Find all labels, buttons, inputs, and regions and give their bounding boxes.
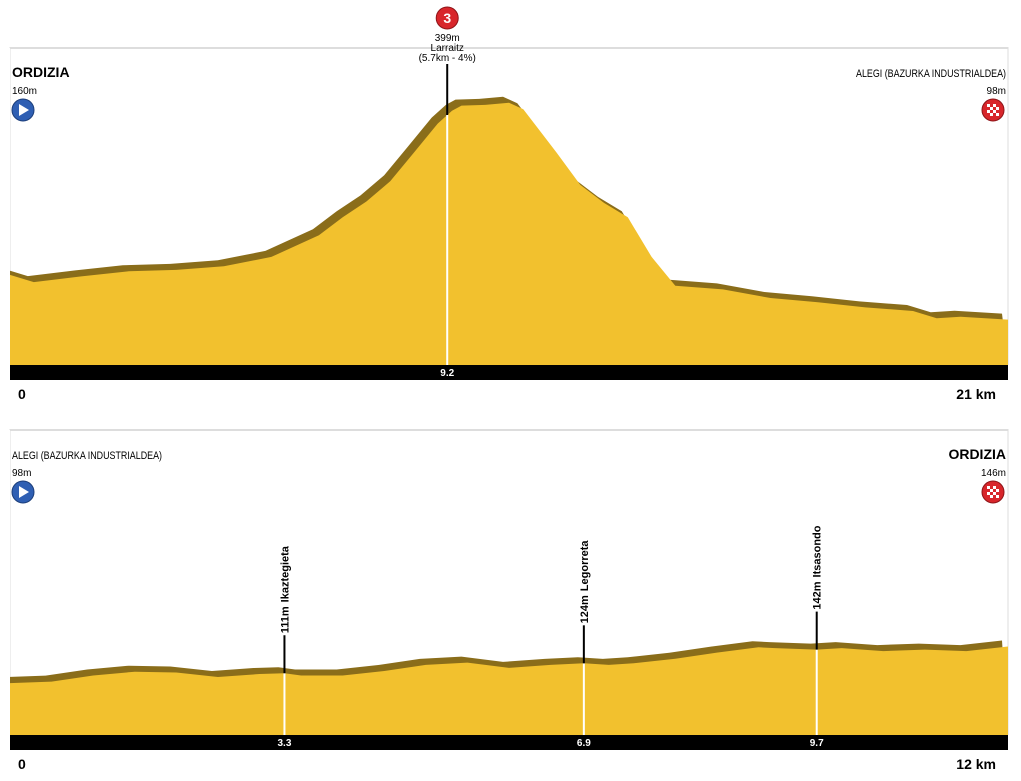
x-tick-label: 12 km — [956, 756, 996, 772]
finish-icon-check — [990, 489, 993, 492]
finish-icon-check — [993, 492, 996, 495]
finish-icon-check — [996, 495, 999, 498]
finish-icon-check — [987, 104, 990, 107]
finish-elevation: 98m — [987, 86, 1006, 97]
climb-name: Ikaztegieta — [279, 545, 291, 602]
distance-bar — [10, 365, 1008, 380]
finish-icon-check — [996, 489, 999, 492]
finish-icon-check — [990, 107, 993, 110]
start-elevation: 98m — [12, 468, 31, 479]
finish-icon-check — [987, 486, 990, 489]
start-name: ALEGI (BAZURKA INDUSTRIALDEA) — [12, 450, 162, 462]
climb-label: 142m Itsasondo — [812, 525, 824, 609]
climb-km: 3.3 — [277, 738, 291, 749]
finish-icon-check — [996, 107, 999, 110]
climb-km: 9.2 — [440, 368, 454, 379]
finish-elevation: 146m — [981, 468, 1006, 479]
finish-name: ALEGI (BAZURKA INDUSTRIALDEA) — [856, 68, 1006, 80]
finish-icon-check — [987, 110, 990, 113]
finish-icon-check — [993, 104, 996, 107]
profile-area — [10, 646, 1008, 735]
x-tick-label: 21 km — [956, 386, 996, 402]
left-mask — [0, 48, 10, 385]
climb-km: 6.9 — [577, 738, 591, 749]
climb-category: 3 — [443, 10, 451, 26]
start-icon-arrow — [19, 104, 29, 116]
finish-icon-check — [990, 113, 993, 116]
climb-label: 111m Ikaztegieta — [279, 545, 291, 633]
panel-frame — [9, 429, 1009, 438]
panel-frame — [9, 47, 1009, 56]
climb-elevation: 111m — [279, 606, 291, 633]
start-elevation: 160m — [12, 86, 37, 97]
climb-label: 124m Legorreta — [579, 540, 591, 624]
climb-km: 9.7 — [810, 738, 824, 749]
finish-icon-check — [990, 495, 993, 498]
climb-detail: (5.7km - 4%) — [419, 53, 476, 64]
start-icon-arrow — [19, 486, 29, 498]
climb-name: Legorreta — [579, 540, 591, 592]
climb-name: Larraitz — [431, 43, 464, 54]
left-mask — [0, 430, 10, 755]
climb-elevation: 124m — [579, 595, 591, 623]
profile-area — [10, 102, 1008, 366]
climb-elevation: 142m — [812, 581, 824, 609]
finish-icon-check — [993, 110, 996, 113]
x-tick-label: 0 — [18, 386, 26, 402]
finish-icon-check — [993, 486, 996, 489]
x-tick-label: 0 — [18, 756, 26, 772]
climb-elevation: 399m — [435, 33, 460, 44]
distance-bar — [10, 735, 1008, 750]
climb-name: Itsasondo — [812, 525, 824, 577]
climb-category-icon — [435, 6, 459, 30]
finish-icon-check — [987, 492, 990, 495]
finish-name: ORDIZIA — [948, 446, 1006, 462]
finish-icon-check — [996, 113, 999, 116]
start-name: ORDIZIA — [12, 64, 70, 80]
